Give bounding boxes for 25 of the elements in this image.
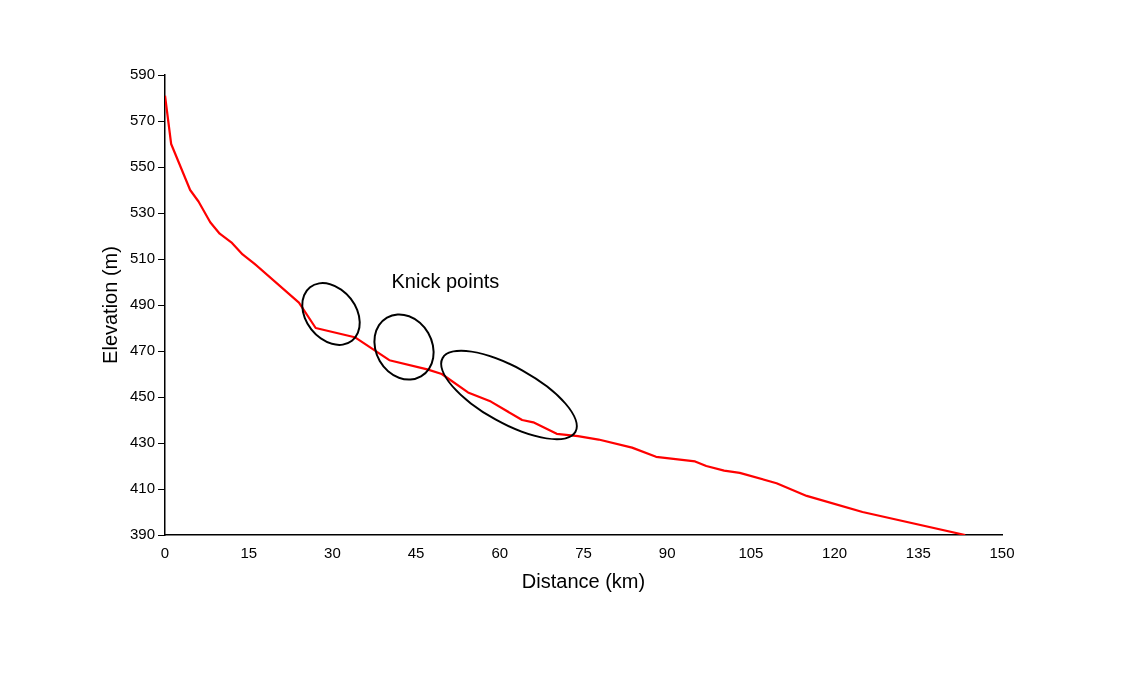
x-tick-label: 30 bbox=[324, 544, 341, 562]
x-tick-label: 60 bbox=[491, 544, 509, 562]
y-tick-label: 430 bbox=[130, 433, 156, 451]
x-tick-label: 45 bbox=[407, 544, 425, 562]
y-tick-label: 390 bbox=[130, 525, 156, 543]
y-tick-label: 410 bbox=[130, 479, 156, 497]
x-tick-label: 75 bbox=[575, 544, 592, 562]
y-tick-label: 450 bbox=[130, 387, 156, 405]
x-tick-label: 90 bbox=[658, 544, 676, 562]
x-tick-label: 135 bbox=[905, 544, 931, 562]
x-tick-label: 105 bbox=[738, 544, 764, 562]
y-tick-label: 530 bbox=[130, 203, 156, 221]
y-tick-label: 510 bbox=[130, 249, 156, 267]
x-tick-label: 0 bbox=[160, 544, 170, 562]
y-tick-label: 470 bbox=[130, 341, 156, 359]
annotation: Knick points bbox=[391, 269, 500, 292]
y-tick-label: 570 bbox=[130, 111, 156, 129]
y-axis-title: Elevation (m) bbox=[98, 246, 121, 364]
x-tick-label: 150 bbox=[989, 544, 1015, 562]
x-axis-title: Distance (km) bbox=[521, 569, 646, 592]
x-tick-label: 15 bbox=[240, 544, 258, 562]
x-tick-label: 120 bbox=[822, 544, 848, 562]
y-tick-label: 490 bbox=[130, 295, 156, 313]
y-tick-label: 590 bbox=[130, 65, 156, 83]
y-tick-label: 550 bbox=[130, 157, 156, 175]
